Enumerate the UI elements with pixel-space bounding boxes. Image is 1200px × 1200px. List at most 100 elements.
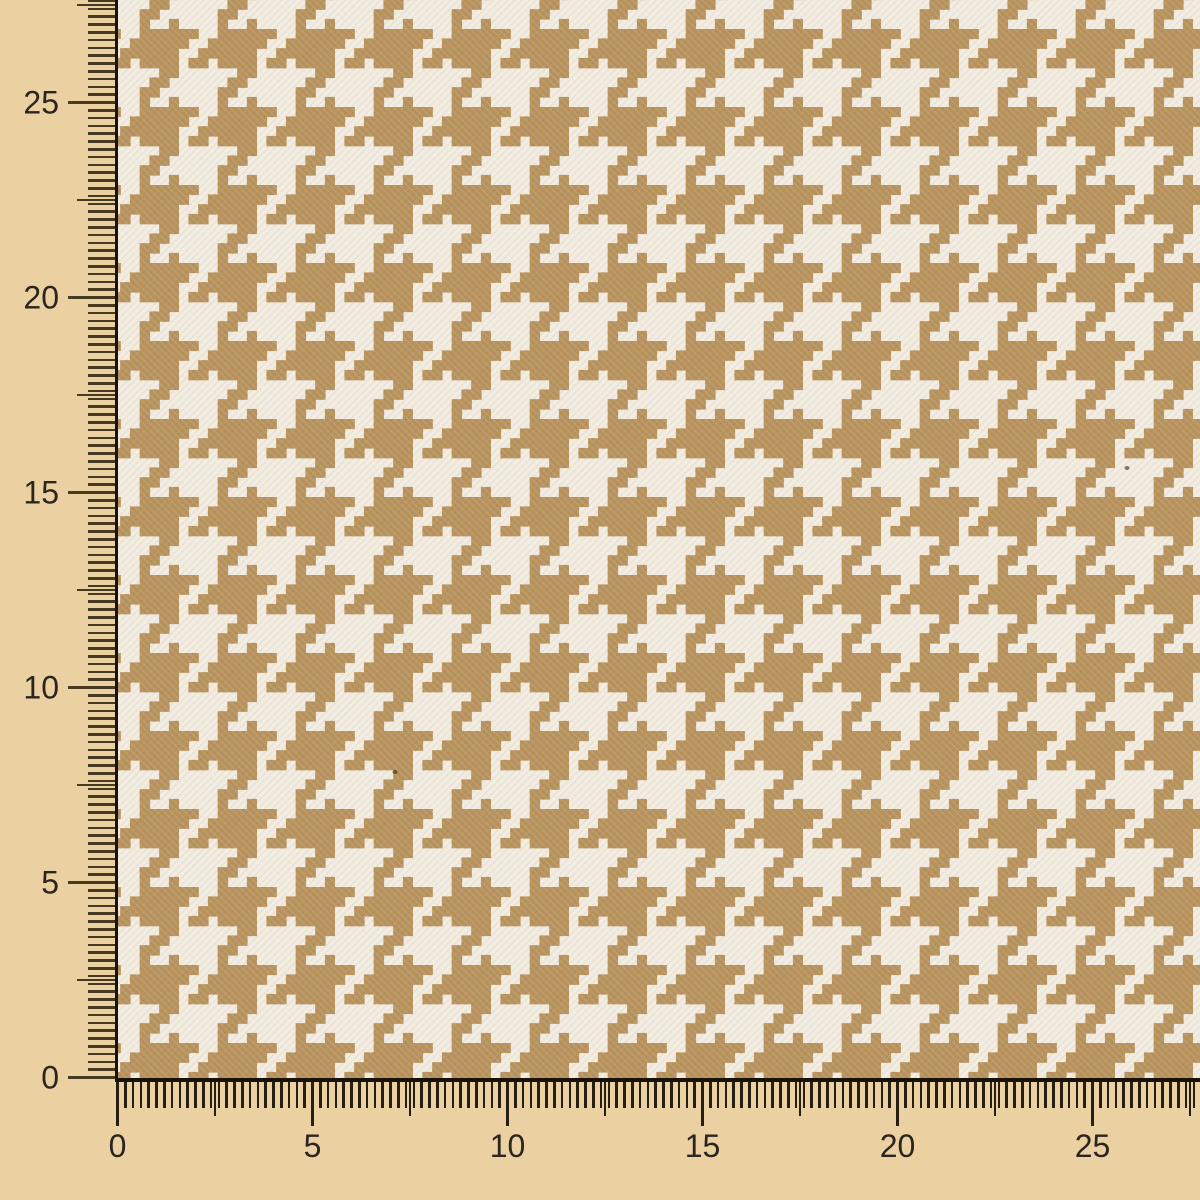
- tick-minor: [88, 600, 115, 603]
- tick-minor: [451, 1082, 455, 1108]
- tick-minor: [88, 374, 115, 377]
- tick-minor: [88, 553, 115, 557]
- tick-medium: [213, 1082, 217, 1116]
- tick-minor: [88, 124, 115, 128]
- tick-minor: [88, 577, 115, 580]
- tick-minor: [88, 904, 115, 908]
- tick-minor: [88, 545, 115, 549]
- tick-minor: [88, 772, 115, 775]
- tick-minor: [88, 756, 115, 759]
- tick-minor: [88, 701, 115, 705]
- tick-minor: [514, 1082, 517, 1108]
- tick-minor: [88, 319, 115, 323]
- tick-minor: [295, 1082, 299, 1108]
- tick-minor: [857, 1082, 860, 1108]
- tick-minor: [88, 608, 115, 611]
- tick-minor: [88, 865, 115, 869]
- tick-minor: [88, 155, 115, 159]
- tick-minor: [334, 1082, 338, 1108]
- tick-minor: [88, 795, 115, 798]
- tick-minor: [88, 38, 115, 42]
- tick-minor: [88, 725, 115, 728]
- tick-minor: [88, 912, 115, 915]
- tick-minor: [989, 1082, 993, 1108]
- tick-minor: [794, 1082, 798, 1108]
- tick-minor: [670, 1082, 673, 1108]
- tick-minor: [88, 717, 115, 720]
- tick-minor: [724, 1082, 728, 1108]
- tick-minor: [88, 974, 115, 978]
- tick-minor: [1161, 1082, 1164, 1108]
- tick-minor: [1013, 1082, 1016, 1108]
- tick-minor: [693, 1082, 696, 1108]
- tick-minor: [88, 803, 115, 806]
- tick-minor: [662, 1082, 665, 1108]
- tick-minor: [88, 62, 115, 65]
- tick-minor: [1130, 1082, 1133, 1108]
- tick-minor: [592, 1082, 595, 1108]
- tick-minor: [88, 1006, 115, 1009]
- tick-minor: [397, 1082, 400, 1108]
- tick-minor: [186, 1082, 189, 1108]
- tick-minor: [88, 280, 115, 284]
- tick-minor: [88, 951, 115, 954]
- tick-medium: [1188, 1082, 1192, 1116]
- tick-minor: [584, 1082, 587, 1108]
- fabric-fleck: [392, 770, 398, 774]
- tick-minor: [170, 1082, 174, 1108]
- tick-minor: [88, 77, 115, 81]
- tick-minor: [88, 132, 115, 135]
- tick-minor: [248, 1082, 252, 1108]
- tick-minor: [88, 343, 115, 346]
- tick-minor: [88, 179, 115, 182]
- tick-minor: [88, 116, 115, 120]
- tick-minor: [350, 1082, 353, 1108]
- tick-minor: [420, 1082, 423, 1108]
- tick-minor: [88, 842, 115, 845]
- tick-minor: [615, 1082, 618, 1108]
- tick-minor: [342, 1082, 345, 1108]
- tick-minor: [88, 530, 115, 533]
- tick-minor: [1060, 1082, 1063, 1108]
- tick-minor: [88, 483, 115, 486]
- tick-minor: [88, 382, 115, 385]
- tick-minor: [904, 1082, 907, 1108]
- tick-minor: [654, 1082, 657, 1108]
- tick-minor: [88, 187, 115, 190]
- tick-minor: [88, 967, 115, 970]
- tick-major: [311, 1082, 314, 1126]
- tick-minor: [88, 655, 115, 658]
- tick-minor: [88, 779, 115, 783]
- tick-minor: [1114, 1082, 1118, 1108]
- tick-minor: [1028, 1082, 1032, 1108]
- tick-minor: [716, 1082, 720, 1108]
- tick-minor: [88, 631, 115, 635]
- tick-minor: [1052, 1082, 1055, 1108]
- tick-medium: [603, 1082, 607, 1116]
- tick-minor: [88, 889, 115, 892]
- tick-minor: [997, 1082, 1001, 1108]
- tick-minor: [88, 148, 115, 151]
- tick-minor: [88, 522, 115, 525]
- tick-minor: [88, 436, 115, 440]
- tick-minor: [264, 1082, 267, 1108]
- tick-minor: [88, 740, 115, 744]
- tick-minor: [225, 1082, 228, 1108]
- tick-minor: [755, 1082, 759, 1108]
- tick-minor: [1145, 1082, 1149, 1108]
- tick-minor: [88, 109, 115, 112]
- tick-minor: [88, 1021, 115, 1025]
- tick-minor: [740, 1082, 743, 1108]
- tick-minor: [88, 499, 115, 502]
- tick-minor: [88, 928, 115, 931]
- tick-minor: [576, 1082, 579, 1108]
- tick-minor: [303, 1082, 306, 1108]
- tick-minor: [88, 506, 115, 510]
- tick-minor: [326, 1082, 330, 1108]
- tick-minor: [880, 1082, 884, 1108]
- tick-minor: [943, 1082, 946, 1108]
- tick-minor: [763, 1082, 767, 1108]
- tick-minor: [88, 873, 115, 876]
- ruler-bottom-label: 5: [303, 1128, 322, 1164]
- tick-major: [68, 1076, 115, 1079]
